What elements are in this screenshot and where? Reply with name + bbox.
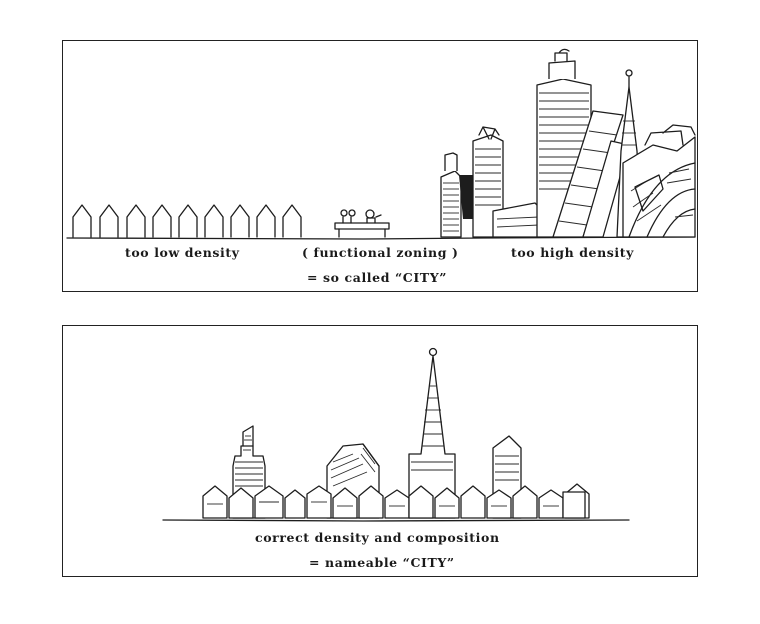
- town-silhouette: [202, 347, 590, 519]
- label-correct-density: correct density and composition: [255, 530, 500, 545]
- ground-line: [162, 519, 630, 522]
- traditional-city-sketch: [162, 347, 630, 522]
- modern-city-sketch: [66, 48, 696, 240]
- label-so-called-city: = so called “CITY”: [307, 270, 448, 285]
- label-nameable-city: = nameable “CITY”: [309, 555, 455, 570]
- label-too-low-density: too low density: [125, 245, 240, 260]
- label-functional-zoning: ( functional zoning ): [302, 245, 459, 260]
- top-sketch-panel: too low density ( functional zoning ) to…: [62, 40, 698, 292]
- bottom-sketch-panel: correct density and composition = nameab…: [62, 325, 698, 577]
- label-too-high-density: too high density: [511, 245, 635, 260]
- zoning-block: [334, 209, 390, 238]
- high-density-towers: [440, 48, 696, 238]
- low-density-houses: [72, 204, 302, 238]
